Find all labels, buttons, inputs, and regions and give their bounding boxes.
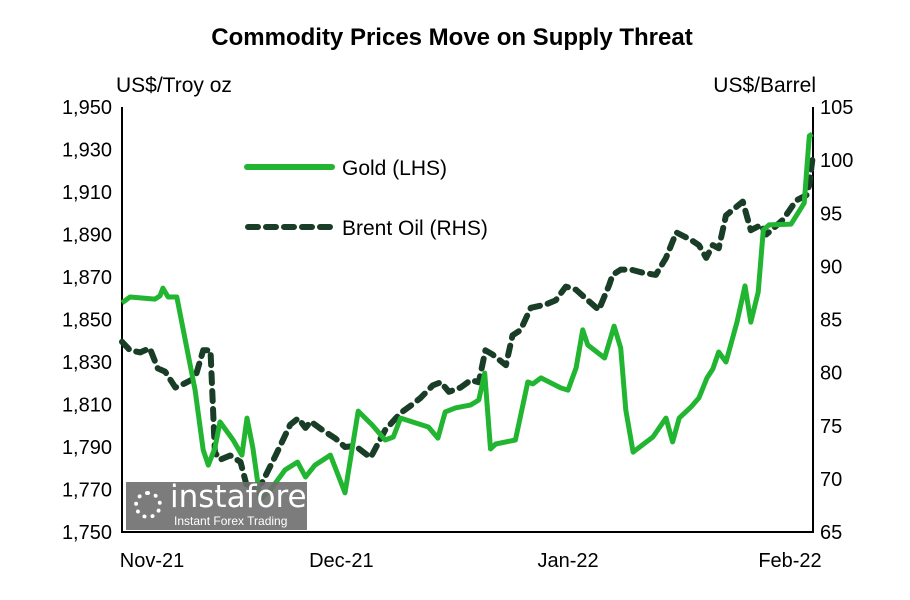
right-tick-label: 100 [820, 150, 853, 172]
right-axis-ticks: 65 70 75 80 85 90 95 100 105 [820, 97, 853, 544]
x-tick-label: Feb-22 [758, 550, 821, 572]
gold-line [120, 131, 814, 503]
legend: Gold (LHS) Brent Oil (RHS) [244, 157, 488, 240]
watermark-tagline: Instant Forex Trading [174, 514, 288, 528]
right-tick-label: 85 [820, 310, 842, 332]
legend-gold-label: Gold (LHS) [342, 157, 447, 180]
brent-oil-line [119, 157, 816, 492]
left-tick-label: 1,750 [62, 522, 112, 544]
right-axis-title: US$/Barrel [713, 74, 816, 97]
legend-oil-label: Brent Oil (RHS) [342, 217, 488, 240]
right-tick-label: 105 [820, 97, 853, 119]
left-tick-label: 1,790 [62, 437, 112, 459]
x-tick-label: Dec-21 [309, 550, 373, 572]
left-tick-label: 1,890 [62, 225, 112, 247]
left-tick-label: 1,910 [62, 182, 112, 204]
right-tick-label: 75 [820, 416, 842, 438]
left-tick-label: 1,850 [62, 310, 112, 332]
instaforex-logo-icon [134, 491, 162, 519]
x-axis-ticks: Nov-21 Dec-21 Jan-22 Feb-22 [120, 550, 822, 572]
watermark: instaforex Instant Forex Trading [126, 482, 324, 530]
right-tick-label: 70 [820, 469, 842, 491]
left-tick-label: 1,870 [62, 267, 112, 289]
left-axis-ticks: 1,750 1,770 1,790 1,810 1,830 1,850 1,870 1,890… [62, 97, 112, 544]
left-tick-label: 1,930 [62, 140, 112, 162]
left-axis-title: US$/Troy oz [116, 74, 232, 97]
left-tick-label: 1,810 [62, 395, 112, 417]
right-tick-label: 90 [820, 256, 842, 278]
chart-title: Commodity Prices Move on Supply Threat [211, 24, 692, 51]
right-tick-label: 80 [820, 363, 842, 385]
x-tick-label: Jan-22 [537, 550, 598, 572]
x-tick-label: Nov-21 [120, 550, 184, 572]
right-tick-label: 95 [820, 203, 842, 225]
left-tick-label: 1,830 [62, 352, 112, 374]
left-tick-label: 1,770 [62, 480, 112, 502]
watermark-name: instaforex [170, 479, 325, 515]
series-group [119, 131, 816, 503]
right-tick-label: 65 [820, 522, 842, 544]
left-tick-label: 1,950 [62, 97, 112, 119]
